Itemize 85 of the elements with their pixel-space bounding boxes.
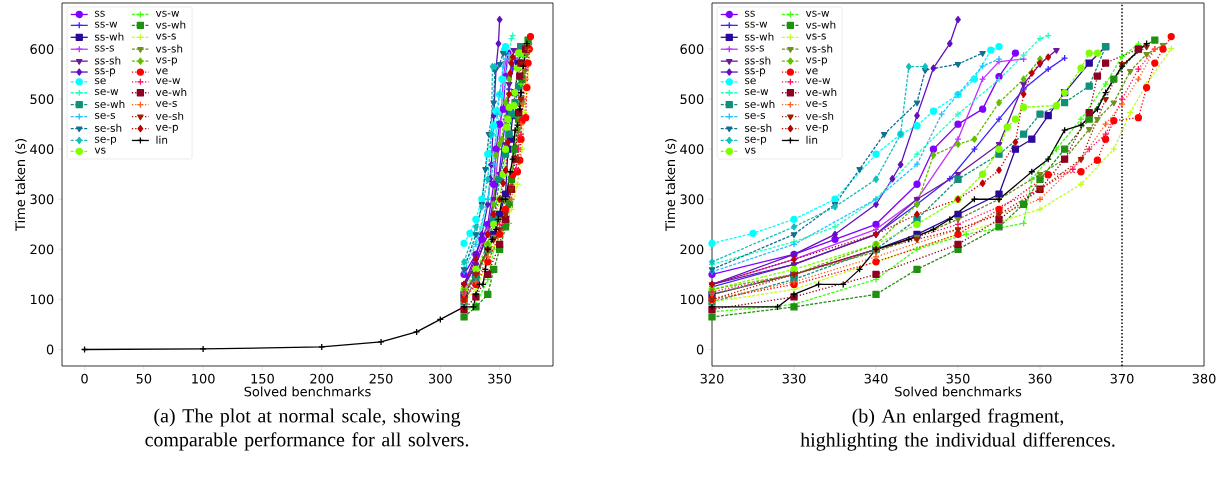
x-tick-label: 250	[369, 373, 393, 384]
legend-label: vs-w	[805, 10, 830, 17]
y-axis-title: Time taken (s)	[665, 139, 677, 232]
x-tick-label: 300	[428, 373, 452, 384]
legend-label: ss-p	[94, 68, 116, 77]
y-tick-label: 300	[30, 194, 54, 205]
legend-label: ss	[744, 10, 755, 17]
legend-label: ve-wh	[805, 88, 837, 97]
y-tick-label: 500	[30, 94, 54, 105]
legend-label: ss-w	[744, 21, 768, 28]
legend-label: ss-wh	[744, 32, 774, 41]
legend-label: ve-w	[155, 78, 181, 85]
legend-label: se-s	[744, 112, 766, 119]
legend-label: ss-sh	[94, 56, 121, 65]
legend-label: ve-p	[805, 124, 829, 133]
legend-label: ss-wh	[94, 32, 124, 41]
legend-label: se-w	[744, 89, 769, 96]
legend-label: ve-s	[805, 101, 827, 107]
legend-label: ve-s	[155, 101, 177, 107]
y-tick-label: 0	[46, 344, 54, 355]
y-tick-label: 600	[680, 44, 704, 54]
legend-label: se-wh	[94, 99, 125, 109]
text: (a) The plot at normal scale, showing comparable performance for all solvers.	[145, 408, 469, 451]
legend-label: ve	[805, 68, 818, 75]
legend-label: se-sh	[744, 123, 772, 132]
legend-label: ss-s	[94, 45, 115, 52]
x-tick-label: 50	[136, 373, 152, 384]
x-tick-label: 380	[1192, 373, 1216, 384]
legend-label: ve	[155, 68, 168, 75]
legend-label: se-p	[744, 136, 767, 145]
x-axis-title: Solved benchmarks	[244, 386, 371, 397]
legend-label: vs-wh	[155, 20, 186, 29]
legend-label: ss-w	[94, 21, 118, 28]
legend-label: ss	[94, 10, 105, 17]
y-tick-label: 300	[680, 194, 704, 205]
x-tick-label: 370	[1110, 373, 1134, 384]
y-tick-label: 400	[30, 144, 54, 155]
y-tick-label: 0	[696, 344, 704, 355]
legend-label: vs-sh	[155, 44, 183, 53]
x-tick-label: 330	[782, 373, 806, 384]
legend-label: ve-w	[805, 78, 831, 85]
legend-label: se	[744, 78, 756, 85]
legend-label: lin	[156, 135, 168, 144]
legend-label: ve-sh	[155, 111, 184, 120]
legend-label: ve-sh	[805, 111, 834, 120]
text: (b) An enlarged fragment, highlighting the individual differences.	[800, 408, 1115, 451]
legend-label: ss-sh	[744, 56, 771, 65]
legend-label: se	[94, 78, 106, 85]
x-axis-title: Solved benchmarks	[895, 386, 1022, 397]
y-tick-label: 500	[680, 94, 704, 105]
legend-label: ss-p	[744, 68, 766, 77]
x-tick-label: 350	[946, 373, 970, 384]
legend-label: ve-wh	[155, 88, 187, 97]
y-tick-label: 100	[30, 294, 54, 305]
y-tick-label: 400	[680, 144, 704, 155]
legend-label: se-sh	[94, 123, 122, 132]
y-tick-label: 200	[680, 244, 704, 255]
x-tick-label: 200	[310, 373, 334, 384]
legend-label: ve-p	[155, 124, 178, 133]
legend-label: vs-sh	[805, 44, 833, 53]
y-tick-label: 600	[30, 44, 54, 54]
legend-label: vs	[94, 147, 106, 154]
y-tick-label: 100	[680, 294, 704, 305]
y-tick-label: 200	[30, 244, 54, 255]
legend-label: se-s	[94, 112, 115, 119]
x-tick-label: 100	[192, 373, 215, 384]
legend-label: lin	[806, 135, 818, 144]
x-tick-label: 340	[864, 373, 888, 384]
legend-label: vs-wh	[805, 20, 836, 29]
legend-label: vs-w	[155, 10, 180, 17]
x-tick-label: 360	[1028, 373, 1052, 384]
x-tick-label: 0	[81, 373, 88, 384]
legend-label: vs-s	[805, 33, 826, 40]
legend-label: se-wh	[744, 99, 775, 109]
x-tick-label: 150	[251, 373, 274, 384]
x-tick-label: 320	[700, 373, 724, 384]
x-tick-label: 350	[488, 373, 512, 384]
legend-label: vs-s	[155, 33, 176, 40]
legend-label: se-p	[94, 136, 117, 145]
legend-label: vs-p	[805, 57, 828, 66]
legend-label: ss-s	[744, 45, 765, 52]
y-axis-title: Time taken (s)	[15, 139, 27, 232]
legend-label: vs-p	[155, 57, 178, 66]
legend-label: se-w	[94, 89, 119, 96]
legend-label: vs	[744, 147, 756, 154]
